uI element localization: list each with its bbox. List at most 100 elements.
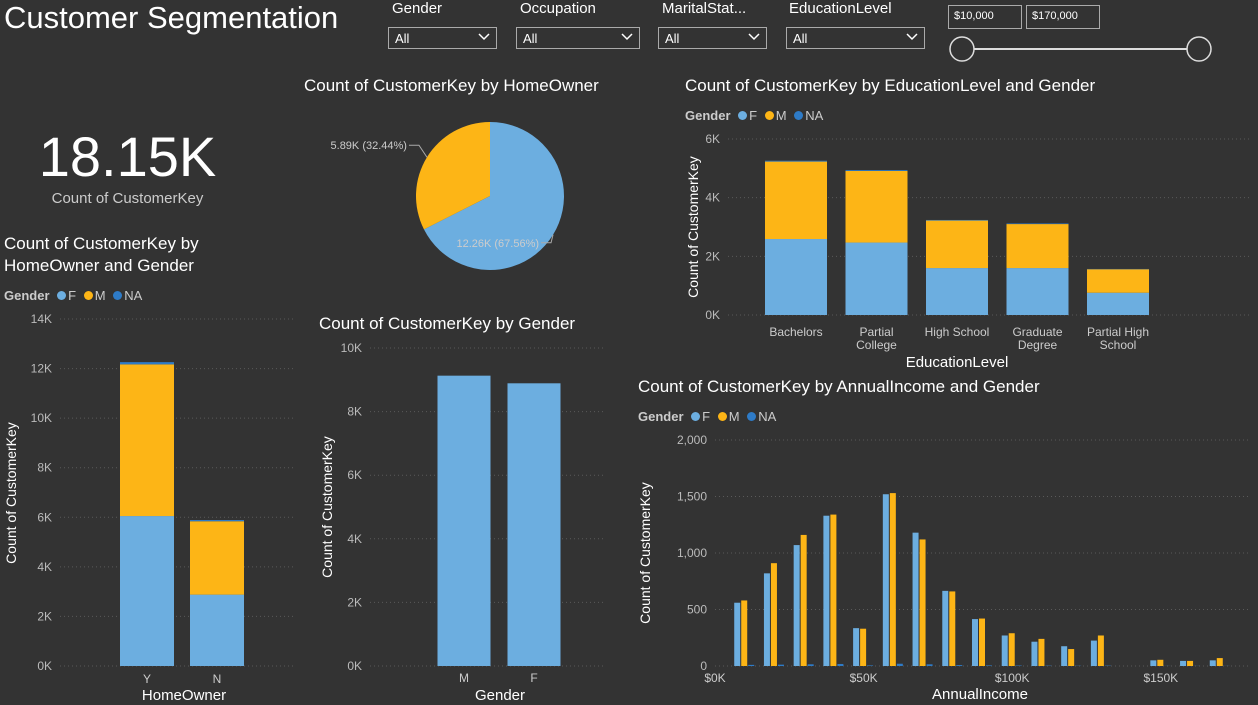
chevron-down-icon (906, 33, 918, 41)
legend-dot-m (83, 291, 93, 300)
legend-item-f: F (68, 288, 77, 303)
slider-max-handle[interactable] (1186, 36, 1212, 62)
income-max-input[interactable]: $170,000 (1026, 5, 1100, 29)
bar-f (1150, 660, 1157, 666)
bar-m (190, 521, 244, 595)
y-tick-label: 6K (347, 468, 362, 482)
bar-m (1187, 660, 1194, 666)
y-tick-label: 0 (700, 659, 707, 673)
chevron-down-icon (748, 33, 760, 41)
bar (437, 375, 491, 666)
y-tick-label: 4K (347, 532, 362, 546)
bar-na (1006, 223, 1069, 225)
bar-na (765, 160, 827, 162)
gender-chart: 0K 2K 4K 6K 8K 10K M F Gender Count of CustomerKe… (319, 341, 605, 704)
pie-label-y: 12.26K (67.56%) (456, 238, 539, 250)
legend-dot-na (113, 291, 123, 300)
marital-status-dropdown[interactable]: All (658, 27, 767, 49)
x-tick-label: M (459, 671, 469, 685)
bar-m (1216, 658, 1223, 666)
dropdown-value: All (523, 31, 538, 46)
y-tick-label: 4K (37, 560, 52, 574)
bar-na (120, 362, 174, 365)
x-axis-label: AnnualIncome (932, 686, 1028, 703)
income-gender-chart: 0 500 1,000 1,500 2,000 $0K $50K $100K $150K Annu… (637, 433, 1250, 703)
bar-na (926, 219, 988, 221)
x-tick-label: Y (143, 672, 151, 686)
legend-income-gender: Gender F M NA (638, 409, 776, 424)
income-range-slider[interactable] (945, 34, 1215, 66)
bar-f (845, 242, 908, 315)
y-tick-label: 1,500 (677, 490, 707, 504)
bar-m (770, 563, 777, 666)
y-tick-label: 1,000 (677, 546, 707, 560)
x-tick-label: Bachelors (769, 325, 822, 339)
bar-f (1090, 640, 1097, 666)
bar-na (807, 664, 814, 666)
legend-item-m: M (775, 108, 787, 123)
x-tick-label: $50K (850, 671, 878, 685)
x-tick-label: Partial High (1087, 325, 1149, 339)
legend-dot-na (794, 111, 804, 120)
legend-education-gender: Gender F M NA (685, 108, 823, 123)
y-tick-label: 2K (347, 595, 362, 609)
bar-na (748, 664, 755, 666)
bar-na (896, 663, 903, 666)
slider-min-handle[interactable] (949, 36, 975, 62)
bar-m (1157, 659, 1164, 666)
legend-dot-f (738, 111, 748, 120)
dropdown-value: All (395, 31, 410, 46)
bar-f (1061, 646, 1068, 666)
income-min-input[interactable]: $10,000 (948, 5, 1022, 29)
bar-na (777, 664, 784, 666)
bar-na (956, 665, 963, 666)
homeowner-pie-chart: 12.26K (67.56%) 5.89K (32.44%) (331, 122, 564, 270)
chevron-down-icon (621, 33, 633, 41)
bar-f (1001, 635, 1008, 666)
legend-dot-m (764, 111, 774, 120)
bar-m (919, 539, 926, 666)
chevron-down-icon (478, 33, 490, 41)
bar-f (763, 573, 770, 666)
dropdown-value: All (665, 31, 680, 46)
bar-m (1087, 269, 1149, 293)
y-tick-label: 14K (31, 312, 52, 326)
gender-dropdown[interactable]: All (388, 27, 497, 49)
y-tick-label: 500 (687, 603, 707, 617)
x-tick-label: College (856, 338, 897, 352)
bar-f (972, 619, 978, 666)
x-tick-label: School (1100, 338, 1137, 352)
legend-item-na: NA (758, 409, 777, 424)
legend-dot-f (57, 291, 67, 300)
bar-f (793, 545, 800, 666)
slicer-label-gender: Gender (392, 0, 443, 17)
y-axis-label: Count of CustomerKey (3, 422, 19, 564)
legend-item-m: M (94, 288, 106, 303)
bar-f (1006, 268, 1069, 315)
occupation-dropdown[interactable]: All (516, 27, 640, 49)
bar-na (837, 663, 844, 666)
bar-m (830, 514, 837, 666)
y-tick-label: 12K (31, 362, 52, 376)
pie-slice-n (416, 122, 490, 230)
slicer-label-occupation: Occupation (520, 0, 596, 17)
y-tick-label: 0K (705, 308, 720, 322)
x-axis-label: Gender (475, 687, 525, 704)
bar-m (741, 600, 748, 666)
slicer-label-education-level: EducationLevel (789, 0, 892, 17)
y-tick-label: 2K (705, 249, 720, 263)
y-tick-label: 0K (347, 659, 362, 673)
y-tick-label: 2K (37, 609, 52, 623)
education-level-dropdown[interactable]: All (786, 27, 925, 49)
chart-title-homeowner-gender-line2: HomeOwner and Gender (4, 256, 194, 275)
bar-f (926, 268, 988, 315)
legend-item-m: M (728, 409, 740, 424)
bar-f (734, 602, 741, 666)
chart-title-education-gender: Count of CustomerKey by EducationLevel a… (685, 76, 1096, 95)
legend-item-f: F (749, 108, 758, 123)
chart-title-homeowner-gender-line1: Count of CustomerKey by (4, 234, 199, 253)
legend-title: Gender (638, 409, 684, 424)
slicer-label-marital-status: MaritalStat... (662, 0, 747, 17)
